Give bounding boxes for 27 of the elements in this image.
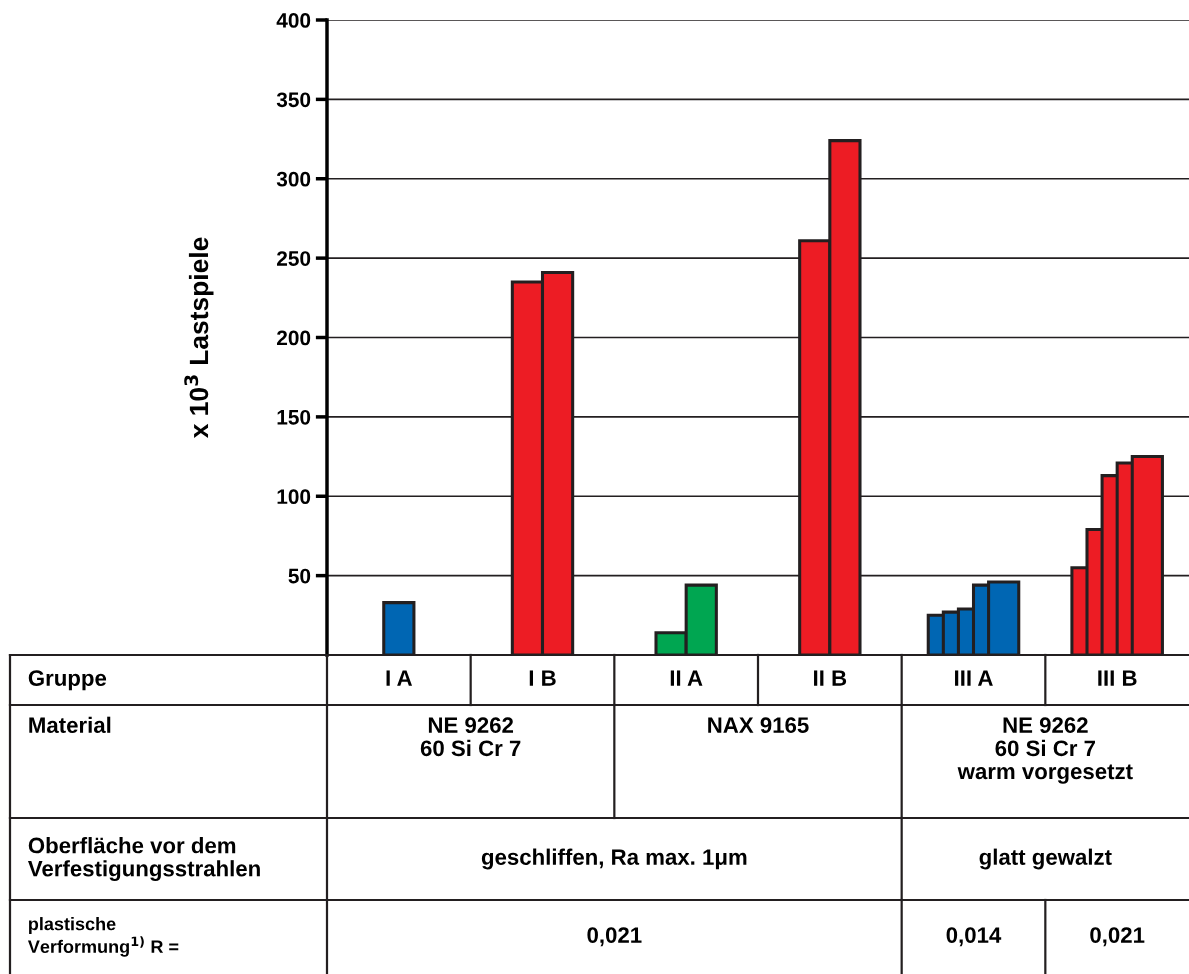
y-tick-label: 200	[276, 330, 311, 346]
x-tick-label: II A	[670, 670, 703, 686]
x-tick-label: I A	[386, 670, 413, 686]
text: 0,021	[1090, 927, 1145, 947]
text: geschliffen, Ra max. 1μm	[481, 848, 747, 870]
x-tick-label: III A	[955, 670, 993, 686]
y-tick-label: 150	[277, 409, 311, 425]
x-tick-label: II B	[814, 670, 847, 686]
y-tick-label: 300	[276, 171, 311, 187]
y-tick-label: 50	[288, 568, 311, 584]
text: NE 9262 60 Si Cr 7 warm vorgesetzt	[957, 717, 1133, 784]
text: Material	[29, 716, 111, 734]
text: Oberfläche vor dem Verfestigungsstrahlen	[27, 837, 260, 881]
y-axis-title: x 10$^{3}$ Lastspiele	[184, 237, 214, 439]
text: glatt gewalzt	[979, 848, 1112, 870]
text: NE 9262 60 Si Cr 7	[420, 717, 521, 757]
text: 0,014	[946, 927, 1002, 947]
x-tick-label: III B	[1098, 670, 1137, 686]
y-tick-label: 350	[276, 92, 311, 108]
y-tick-label: 400	[276, 13, 311, 28]
text: 0,021	[587, 927, 642, 947]
y-tick-label: 100	[277, 489, 311, 504]
text: Gruppe	[28, 670, 107, 691]
x-tick-label: I B	[529, 670, 556, 686]
text: plastische Verformung$^{1)}$ R =	[27, 917, 179, 957]
text: NAX 9165	[708, 717, 809, 734]
y-tick-label: 250	[276, 251, 311, 266]
